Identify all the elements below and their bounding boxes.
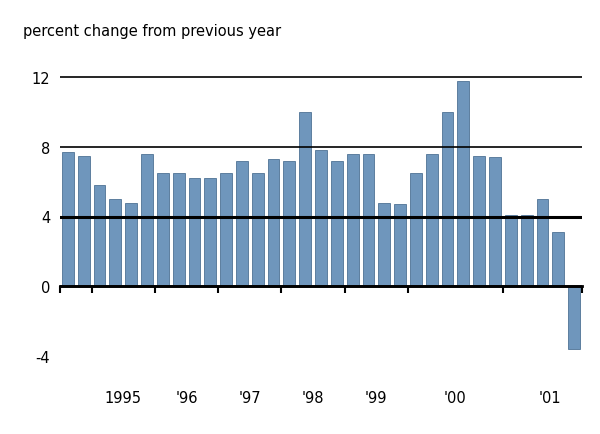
Bar: [489, 158, 501, 286]
Bar: [109, 200, 121, 286]
Bar: [568, 286, 580, 349]
Bar: [473, 156, 485, 286]
Bar: [521, 215, 533, 286]
Bar: [410, 174, 422, 286]
Bar: [505, 215, 517, 286]
Bar: [252, 174, 263, 286]
Bar: [125, 203, 137, 286]
Text: '98: '98: [302, 391, 325, 405]
Bar: [220, 174, 232, 286]
Text: 1995: 1995: [105, 391, 142, 405]
Bar: [426, 155, 437, 286]
Bar: [457, 82, 469, 286]
Bar: [442, 113, 454, 286]
Bar: [62, 153, 74, 286]
Text: '97: '97: [239, 391, 261, 405]
Bar: [268, 160, 280, 286]
Bar: [188, 179, 200, 286]
Bar: [283, 161, 295, 286]
Text: '96: '96: [175, 391, 198, 405]
Bar: [205, 179, 216, 286]
Bar: [157, 174, 169, 286]
Bar: [536, 200, 548, 286]
Text: '01: '01: [539, 391, 562, 405]
Text: '99: '99: [365, 391, 388, 405]
Bar: [394, 205, 406, 286]
Text: '00: '00: [444, 391, 467, 405]
Bar: [347, 155, 359, 286]
Bar: [78, 156, 89, 286]
Bar: [379, 203, 390, 286]
Bar: [315, 151, 327, 286]
Bar: [553, 233, 564, 286]
Bar: [236, 161, 248, 286]
Text: percent change from previous year: percent change from previous year: [23, 24, 281, 39]
Bar: [173, 174, 185, 286]
Bar: [141, 155, 153, 286]
Bar: [362, 155, 374, 286]
Bar: [94, 186, 106, 286]
Bar: [331, 161, 343, 286]
Bar: [299, 113, 311, 286]
